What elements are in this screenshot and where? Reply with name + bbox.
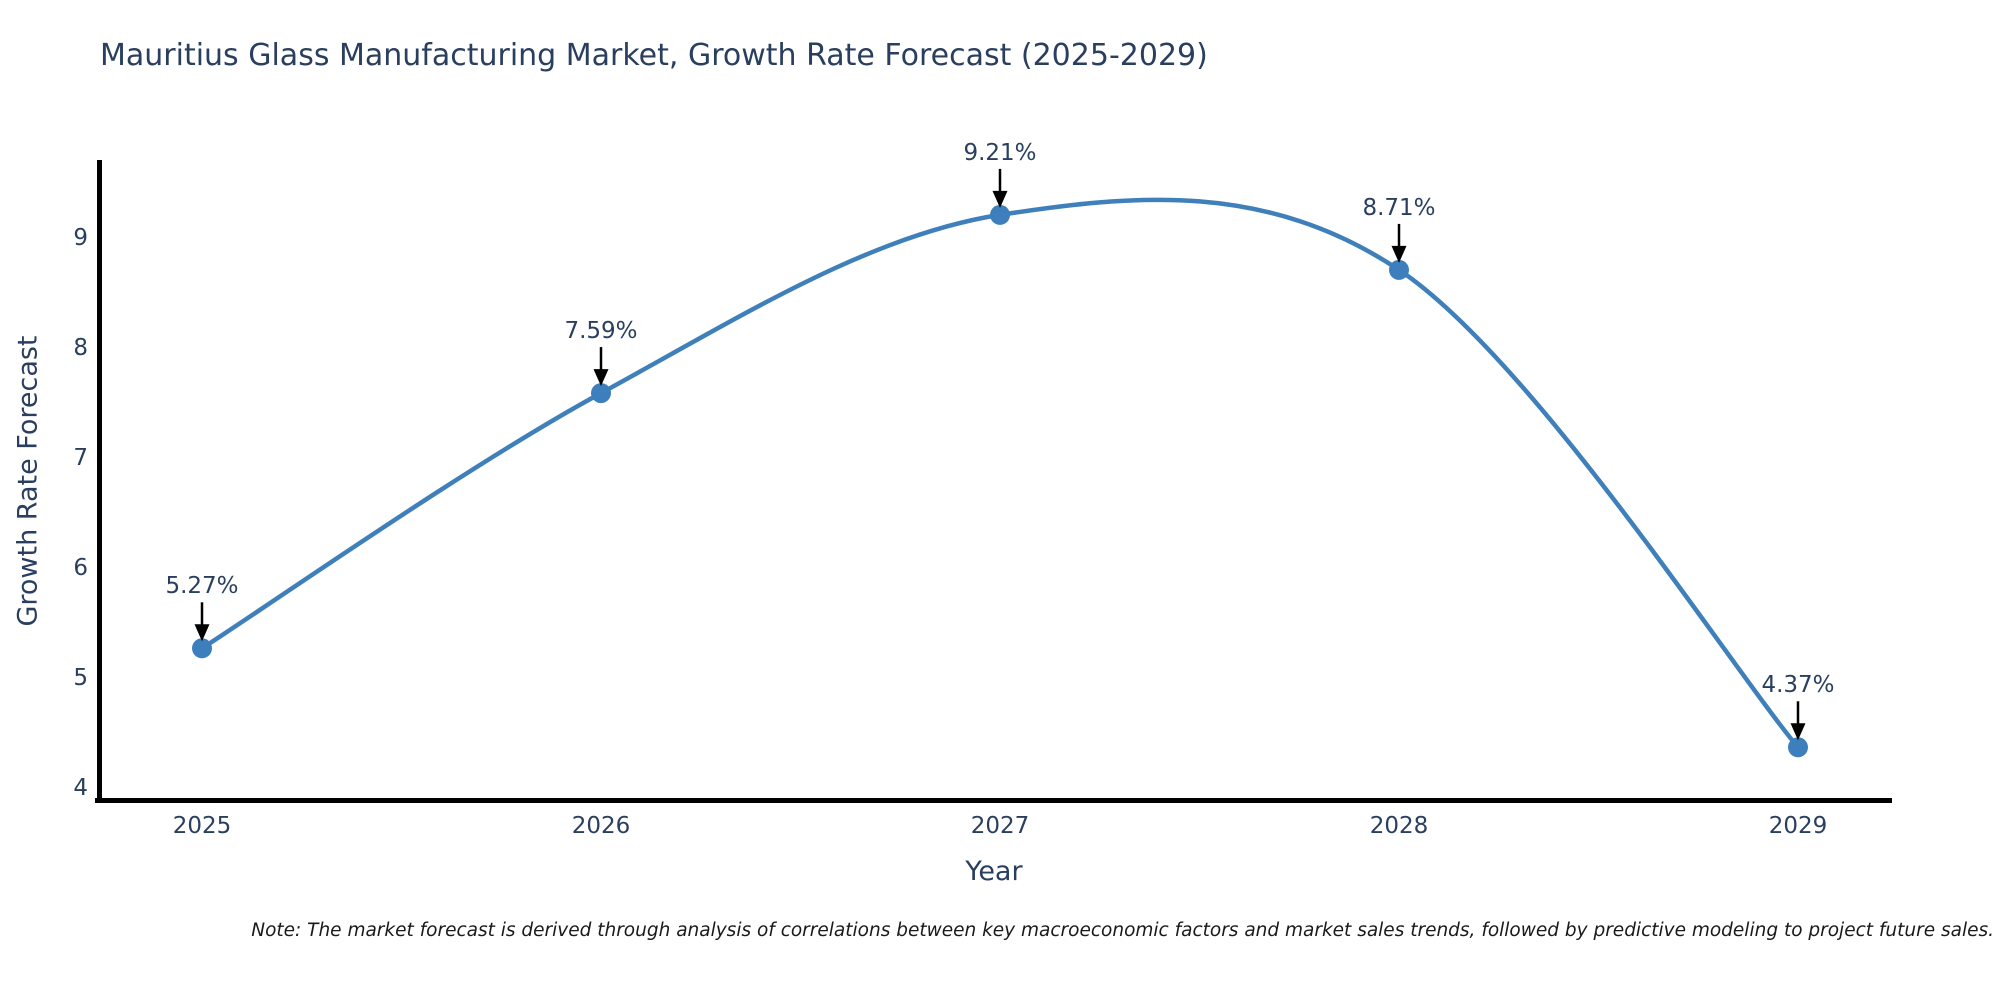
- data-point-marker[interactable]: [1389, 259, 1409, 280]
- point-annotation-label: 9.21%: [963, 139, 1037, 166]
- chart-title: Mauritius Glass Manufacturing Market, Gr…: [100, 38, 1208, 73]
- data-point-marker[interactable]: [192, 638, 212, 659]
- y-tick-label: 6: [73, 555, 88, 581]
- annotation-arrowhead-icon: [593, 369, 609, 387]
- x-axis-title: Year: [965, 856, 1023, 887]
- x-tick-label: 2026: [571, 813, 631, 839]
- data-point-marker[interactable]: [990, 204, 1010, 225]
- point-annotation-label: 5.27%: [165, 573, 239, 600]
- annotation-arrowhead-icon: [194, 624, 210, 642]
- y-tick-label: 9: [73, 225, 88, 251]
- annotation-arrowhead-icon: [992, 190, 1008, 208]
- point-annotation-label: 4.37%: [1761, 672, 1835, 699]
- x-tick-label: 2028: [1369, 813, 1429, 839]
- footnote: Note: The market forecast is derived thr…: [251, 920, 1994, 941]
- annotation-arrowhead-icon: [1391, 245, 1407, 263]
- x-tick-label: 2027: [970, 813, 1030, 839]
- x-tick-label: 2029: [1768, 813, 1828, 839]
- data-point-marker[interactable]: [591, 383, 611, 404]
- y-tick-label: 8: [73, 335, 88, 361]
- data-point-marker[interactable]: [1788, 737, 1808, 758]
- forecast-line: [199, 197, 1801, 750]
- annotation-arrowhead-icon: [1790, 723, 1806, 741]
- point-annotation-label: 8.71%: [1362, 194, 1436, 221]
- y-tick-label: 4: [73, 775, 88, 801]
- y-tick-label: 7: [73, 445, 88, 471]
- x-tick-label: 2025: [172, 813, 232, 839]
- y-tick-label: 5: [73, 665, 88, 691]
- point-annotation-label: 7.59%: [564, 318, 638, 345]
